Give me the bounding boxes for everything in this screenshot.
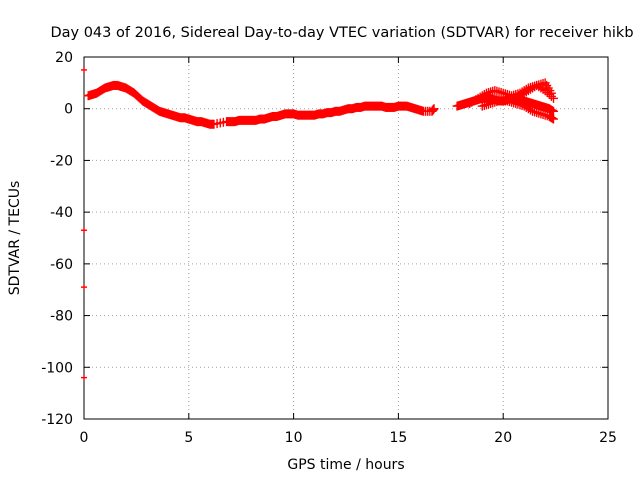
data-point	[549, 114, 559, 124]
outlier-point	[81, 374, 87, 381]
x-tick-label: 25	[599, 430, 617, 446]
chart-title: Day 043 of 2016, Sidereal Day-to-day VTE…	[50, 25, 633, 41]
outlier-point	[81, 284, 87, 291]
y-tick-label: 20	[55, 50, 73, 66]
y-tick-label: -60	[50, 257, 73, 273]
data-point	[546, 88, 556, 98]
x-tick-label: 0	[80, 430, 89, 446]
data-point	[429, 104, 439, 114]
axis-ticks	[83, 56, 609, 420]
y-tick-label: 0	[64, 102, 73, 118]
data-point	[530, 82, 540, 92]
data-point	[525, 105, 535, 115]
y-tick-label: -100	[41, 360, 73, 376]
x-tick-labels: 0 5 10 15 20 25	[80, 430, 617, 446]
y-axis-label: SDTVAR / TECUs	[7, 181, 23, 296]
x-tick-label: 20	[494, 430, 512, 446]
outlier-point	[81, 66, 87, 73]
data-point	[479, 89, 489, 99]
x-tick-label: 5	[184, 430, 193, 446]
outlier-point	[81, 227, 87, 234]
y-tick-labels: -120 -100 -80 -60 -40 -20 0 20	[41, 50, 73, 428]
y-tick-label: -80	[50, 309, 73, 325]
plot-area-frame	[83, 56, 609, 420]
y-tick-label: -120	[41, 412, 73, 428]
x-axis-label: GPS time / hours	[287, 457, 404, 473]
x-tick-label: 15	[389, 430, 407, 446]
data-point	[549, 93, 559, 103]
x-tick-label: 10	[285, 430, 303, 446]
y-tick-label: -20	[50, 153, 73, 169]
y-tick-label: -40	[50, 205, 73, 221]
data-point	[549, 106, 559, 116]
data-points	[81, 66, 559, 381]
